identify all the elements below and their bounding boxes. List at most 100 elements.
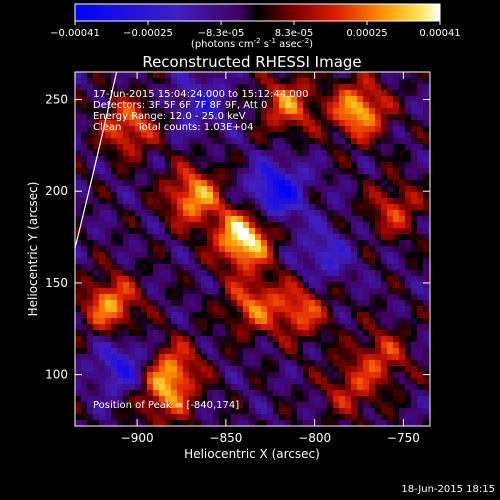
heatmap-cell (345, 294, 351, 300)
heatmap-cell (375, 204, 381, 210)
heatmap-cell (357, 84, 363, 90)
heatmap-cell (87, 324, 93, 330)
heatmap-cell (339, 300, 345, 306)
heatmap-cell (225, 330, 231, 336)
heatmap-cell (171, 408, 177, 414)
heatmap-cell (351, 162, 357, 168)
heatmap-cell (279, 132, 285, 138)
heatmap-cell (375, 342, 381, 348)
heatmap-cell (105, 90, 111, 96)
heatmap-cell (231, 246, 237, 252)
heatmap-cell (369, 372, 375, 378)
heatmap-cell (201, 342, 207, 348)
heatmap-cell (309, 396, 315, 402)
heatmap-cell (225, 162, 231, 168)
heatmap-cell (285, 252, 291, 258)
heatmap-cell (201, 114, 207, 120)
heatmap-cell (333, 270, 339, 276)
heatmap-cell (423, 78, 429, 84)
heatmap-cell (249, 138, 255, 144)
heatmap-cell (327, 252, 333, 258)
heatmap-cell (249, 156, 255, 162)
heatmap-cell (357, 324, 363, 330)
heatmap-cell (321, 198, 327, 204)
heatmap-cell (303, 390, 309, 396)
heatmap-cell (243, 282, 249, 288)
heatmap-cell (189, 324, 195, 330)
heatmap-cell (351, 360, 357, 366)
heatmap-cell (375, 300, 381, 306)
heatmap-cells (75, 72, 430, 426)
heatmap-cell (189, 72, 195, 78)
heatmap-cell (405, 264, 411, 270)
heatmap-cell (195, 162, 201, 168)
heatmap-cell (129, 354, 135, 360)
heatmap-cell (195, 264, 201, 270)
heatmap-cell (123, 240, 129, 246)
heatmap-cell (267, 324, 273, 330)
heatmap-cell (315, 384, 321, 390)
heatmap-cell (393, 276, 399, 282)
heatmap-cell (129, 282, 135, 288)
heatmap-cell (405, 180, 411, 186)
heatmap-cell (117, 84, 123, 90)
heatmap-cell (237, 108, 243, 114)
heatmap-cell (309, 348, 315, 354)
heatmap-cell (309, 354, 315, 360)
heatmap-cell (399, 264, 405, 270)
heatmap-cell (195, 246, 201, 252)
heatmap-cell (267, 180, 273, 186)
heatmap-cell (177, 270, 183, 276)
heatmap-cell (159, 342, 165, 348)
heatmap-cell (273, 390, 279, 396)
heatmap-cell (279, 342, 285, 348)
heatmap-cell (285, 384, 291, 390)
heatmap-cell (399, 138, 405, 144)
heatmap-cell (327, 282, 333, 288)
heatmap-cell (357, 294, 363, 300)
heatmap-cell (291, 348, 297, 354)
heatmap-cell (207, 330, 213, 336)
heatmap-cell (387, 162, 393, 168)
heatmap-cell (369, 108, 375, 114)
heatmap-cell (243, 120, 249, 126)
heatmap-cell (117, 180, 123, 186)
heatmap-cell (279, 294, 285, 300)
heatmap-cell (225, 204, 231, 210)
heatmap-cell (231, 156, 237, 162)
heatmap-cell (279, 72, 285, 78)
heatmap-cell (405, 384, 411, 390)
heatmap-cell (393, 372, 399, 378)
heatmap-cell (87, 276, 93, 282)
heatmap-cell (105, 132, 111, 138)
heatmap-cell (171, 222, 177, 228)
heatmap-cell (99, 246, 105, 252)
heatmap-cell (225, 186, 231, 192)
heatmap-cell (213, 318, 219, 324)
heatmap-cell (111, 258, 117, 264)
heatmap-cell (111, 366, 117, 372)
heatmap-cell (213, 180, 219, 186)
heatmap-cell (81, 360, 87, 366)
heatmap-cell (309, 168, 315, 174)
heatmap-cell (129, 300, 135, 306)
heatmap-cell (345, 72, 351, 78)
heatmap-cell (369, 192, 375, 198)
heatmap-cell (393, 324, 399, 330)
heatmap-cell (291, 372, 297, 378)
heatmap-cell (201, 228, 207, 234)
heatmap-cell (285, 138, 291, 144)
heatmap-cell (141, 330, 147, 336)
heatmap-cell (219, 342, 225, 348)
colorbar-tick-label: −0.00025 (123, 28, 173, 39)
heatmap-cell (351, 408, 357, 414)
heatmap-cell (357, 300, 363, 306)
heatmap-cell (153, 234, 159, 240)
heatmap-cell (195, 114, 201, 120)
heatmap-cell (93, 390, 99, 396)
heatmap-cell (315, 78, 321, 84)
heatmap-cell (207, 138, 213, 144)
heatmap-cell (141, 420, 147, 426)
heatmap-cell (177, 102, 183, 108)
